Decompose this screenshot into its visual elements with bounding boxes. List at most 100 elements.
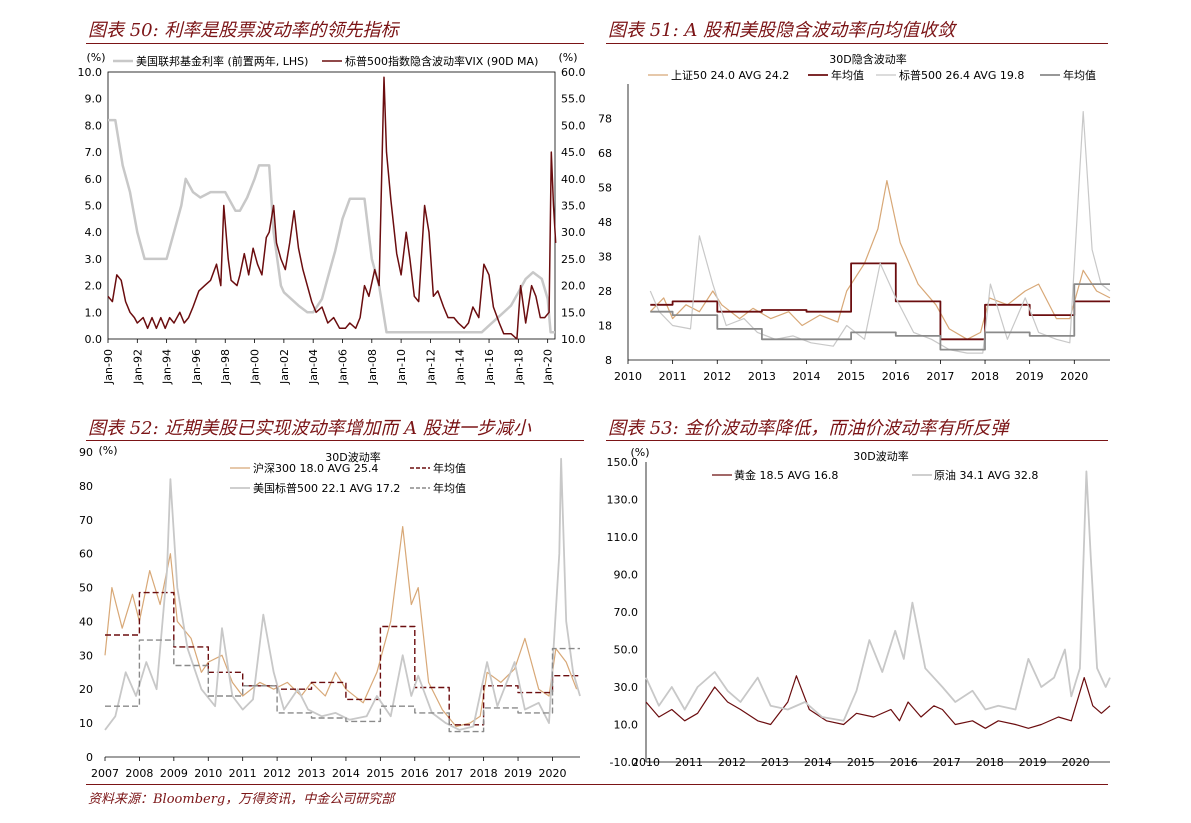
chart51-ytick: 38 (598, 251, 612, 264)
chart53-ytick: 30.0 (614, 681, 639, 694)
chart52-ytick: 30 (79, 649, 93, 662)
chart52-series-2 (104, 457, 581, 731)
chart52-xtick: 2008 (125, 767, 153, 780)
chart53-ytick: -10.0 (610, 756, 638, 769)
chart52-xtick: 2017 (435, 767, 463, 780)
chart50-ytick-left: 1.0 (85, 306, 103, 319)
chart50-ytick-left: 10.0 (78, 66, 103, 79)
chart51-legend-0: 上证50 24.0 AVG 24.2 (671, 69, 789, 82)
chart50-ytick-right: 45.0 (561, 146, 586, 159)
chart50-xtick: Jan-18 (512, 349, 525, 385)
chart51-xtick: 2012 (703, 370, 731, 383)
chart52-ytick: 40 (79, 615, 93, 628)
chart51-xtick: 2010 (614, 370, 642, 383)
chart53-ytick: 70.0 (614, 606, 639, 619)
chart52-xtick: 2012 (263, 767, 291, 780)
chart52-xtick: 2019 (504, 767, 532, 780)
chart53-xtick: 2012 (718, 756, 746, 769)
chart53-ytick: 130.0 (607, 494, 639, 507)
panel-rule-52 (86, 440, 584, 441)
panel-title-50: 图表 50: 利率是股票波动率的领先指标 (88, 20, 399, 41)
chart52-ytick: 70 (79, 514, 93, 527)
chart50-legend-1: 标普500指数隐含波动率VIX (90D MA) (345, 54, 538, 68)
chart50-xtick: Jan-94 (161, 349, 174, 385)
chart53-ytick: 50.0 (614, 644, 639, 657)
chart50-ytick-left: 8.0 (85, 119, 103, 132)
chart53-legend-1: 原油 34.1 AVG 32.8 (934, 468, 1038, 482)
chart50-ytick-right: 20.0 (561, 280, 586, 293)
chart51-xtick: 2017 (926, 370, 954, 383)
chart52-ytick: 10 (79, 717, 93, 730)
chart51-xtick: 2015 (837, 370, 865, 383)
chart50-xtick: Jan-96 (190, 349, 203, 385)
chart50-legend-0: 美国联邦基金利率 (前置两年, LHS) (136, 54, 308, 68)
chart50-xtick: Jan-20 (542, 349, 555, 385)
chart50-xtick: Jan-90 (102, 349, 115, 385)
chart51-xtick: 2013 (748, 370, 776, 383)
chart52-xtick: 2016 (401, 767, 429, 780)
chart50-ytick-left: 5.0 (85, 200, 103, 213)
chart51-xtick: 2020 (1060, 370, 1088, 383)
chart52-title: 30D波动率 (325, 450, 380, 464)
chart53-ytick: 10.0 (614, 719, 639, 732)
chart52-xtick: 2020 (538, 767, 566, 780)
chart50-xtick: Jan-92 (131, 349, 144, 385)
chart52-ytick: 90 (79, 446, 93, 459)
chart53-legend-0: 黄金 18.5 AVG 16.8 (734, 468, 838, 482)
chart50-frame (107, 71, 556, 340)
panel-rule-50 (86, 43, 584, 44)
chart52-legend-2: 美国标普500 22.1 AVG 17.2 (253, 481, 400, 495)
chart51-series-2 (649, 111, 1111, 354)
chart50-ytick-right: 15.0 (561, 306, 586, 319)
chart53-xtick: 2020 (1062, 756, 1090, 769)
chart52-xtick: 2013 (298, 767, 326, 780)
chart50-xtick: Jan-02 (278, 349, 291, 385)
chart50-ytick-left: 9.0 (85, 93, 103, 106)
chart51-ytick: 28 (598, 285, 612, 298)
chart50-unit-left: (%) (86, 51, 105, 64)
chart50-xtick: Jan-12 (424, 349, 437, 385)
chart50-ytick-right: 35.0 (561, 200, 586, 213)
chart52-legend-3: 年均值 (433, 481, 466, 495)
chart52-legend-1: 年均值 (433, 461, 466, 475)
source-note: 资料来源：Bloomberg，万得资讯，中金公司研究部 (88, 792, 395, 807)
chart52-ytick: 50 (79, 582, 93, 595)
chart51-series-0 (649, 180, 1111, 340)
chart53-xtick: 2017 (933, 756, 961, 769)
panel-rule-51 (606, 43, 1108, 44)
chart53-series-0 (645, 675, 1111, 729)
chart51-legend-1: 年均值 (831, 68, 864, 82)
chart50-ytick-left: 7.0 (85, 146, 103, 159)
chart52-xtick: 2010 (194, 767, 222, 780)
chart51-legend-2: 标普500 26.4 AVG 19.8 (899, 68, 1024, 82)
chart50-xtick: Jan-04 (307, 349, 320, 385)
chart53-xtick: 2011 (675, 756, 703, 769)
chart53-ytick: 90.0 (614, 569, 639, 582)
chart52-xtick: 2018 (470, 767, 498, 780)
chart51-ytick: 8 (605, 354, 612, 367)
panel-rule-53 (606, 440, 1108, 441)
chart50-xtick: Jan-98 (219, 349, 232, 385)
chart50-xtick: Jan-00 (249, 349, 262, 385)
chart53-ytick: 110.0 (607, 531, 639, 544)
chart53-xtick: 2014 (804, 756, 832, 769)
chart53-xtick: 2015 (847, 756, 875, 769)
chart51-xtick: 2016 (882, 370, 910, 383)
chart50-ytick-right: 25.0 (561, 253, 586, 266)
chart51-xtick: 2014 (793, 370, 821, 383)
chart50-xtick: Jan-08 (366, 349, 379, 385)
chart50-series-0 (108, 118, 555, 334)
chart52-xtick: 2014 (332, 767, 360, 780)
chart51-ytick: 58 (598, 182, 612, 195)
chart50-ytick-left: 6.0 (85, 173, 103, 186)
chart52-ytick: 80 (79, 480, 93, 493)
chart50-unit-right: (%) (558, 51, 577, 64)
chart52-unit: (%) (98, 444, 117, 457)
chart51-ytick: 68 (598, 147, 612, 160)
chart50-ytick-left: 0.0 (85, 333, 103, 346)
chart53-ytick: 150.0 (607, 456, 639, 469)
chart50-xtick: Jan-10 (395, 349, 408, 385)
chart51-xtick: 2011 (659, 370, 687, 383)
chart51-series-3 (650, 283, 1110, 351)
